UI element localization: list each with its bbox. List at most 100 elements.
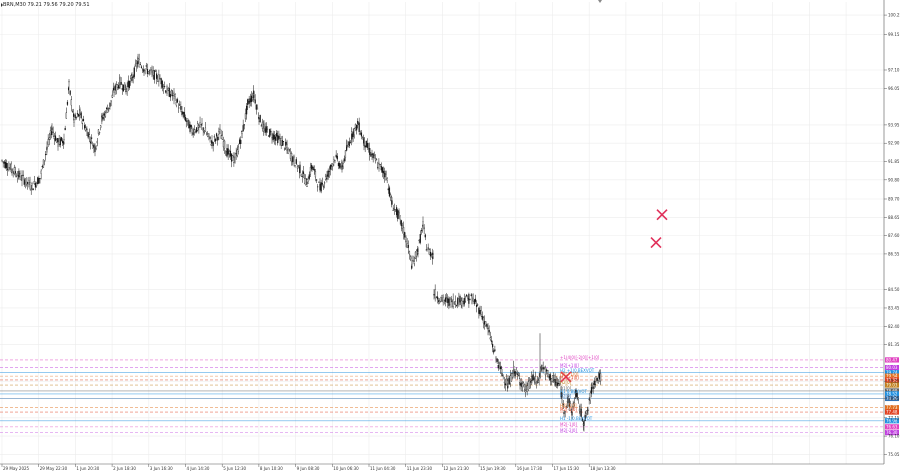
candle (249, 93, 251, 107)
candle (581, 417, 583, 423)
candle (87, 131, 89, 140)
candle (399, 215, 401, 225)
candle (68, 79, 70, 88)
candle (473, 299, 475, 306)
symbol-menu-icon[interactable] (1, 3, 3, 7)
candle (335, 150, 337, 159)
candle (182, 111, 184, 119)
candle (388, 185, 391, 198)
time-tick-label: 11 Jun 23:30 (407, 466, 433, 471)
candle (82, 115, 85, 122)
candle (187, 118, 189, 126)
candle (172, 90, 174, 101)
candle (375, 158, 378, 161)
chart-shift-icon[interactable] (598, 0, 602, 3)
candle (357, 122, 359, 126)
candle (238, 137, 241, 145)
candle (108, 107, 110, 112)
level-label: M2[+1|0] (560, 363, 579, 368)
candle (572, 400, 574, 411)
candle (232, 155, 234, 161)
candle (554, 373, 556, 388)
candle (305, 174, 307, 186)
candle (434, 284, 436, 302)
candle (292, 155, 294, 166)
candle (411, 255, 413, 267)
candle (53, 133, 55, 145)
candle (516, 370, 519, 380)
candle (71, 109, 74, 113)
candle (81, 118, 83, 130)
candle (442, 294, 444, 306)
candle (495, 356, 497, 363)
level-price-tag-text: 79.32 (886, 377, 898, 382)
candle (558, 379, 560, 387)
candle (220, 129, 222, 139)
candle (457, 297, 459, 309)
candle (255, 103, 257, 115)
candle (353, 127, 355, 139)
candle (306, 181, 308, 187)
candle (250, 91, 253, 107)
price-tick-label: 77.15 (888, 415, 900, 420)
candle (364, 145, 366, 153)
level-price-tag (885, 405, 899, 411)
candle (166, 84, 168, 96)
time-tick-label: 1 Jun 20:30 (76, 466, 99, 471)
level-price-tag (885, 418, 899, 424)
candle (564, 410, 566, 418)
candle (9, 163, 11, 171)
candle (593, 377, 595, 389)
candle (475, 300, 478, 313)
level-label: M2[-1|0] (560, 422, 577, 427)
candle (373, 151, 375, 159)
candle (394, 209, 397, 213)
candle (73, 118, 75, 128)
candle (38, 175, 40, 184)
time-tick-label: 3 Jun 16:30 (150, 466, 173, 471)
candle (56, 137, 58, 143)
candle (110, 100, 112, 107)
candle (405, 235, 407, 248)
candle (407, 240, 409, 254)
candle (119, 76, 121, 90)
candle (479, 305, 481, 317)
candle (277, 130, 279, 146)
level-price-tag-text: 78.69 (886, 388, 898, 393)
candle (7, 163, 9, 176)
candle (91, 134, 93, 145)
candle (193, 125, 195, 136)
candle (428, 248, 430, 255)
candle (596, 378, 598, 384)
candle (14, 166, 17, 178)
candle (162, 83, 165, 94)
candle (343, 155, 345, 163)
candle (159, 74, 161, 80)
candle (2, 161, 4, 168)
candle (263, 120, 265, 129)
candle (168, 83, 170, 98)
level-price-tag (885, 382, 899, 388)
candle (534, 371, 537, 385)
candle (323, 181, 326, 189)
price-tick-label: 87.60 (888, 233, 900, 238)
candle (424, 233, 426, 241)
candle (163, 81, 166, 89)
candle (282, 140, 285, 146)
candle (30, 185, 32, 195)
level-label: H2[-1|0] (560, 403, 577, 408)
candle (205, 131, 208, 136)
candle (504, 378, 507, 391)
candle (369, 142, 371, 161)
candle (547, 370, 549, 377)
candle (39, 178, 41, 184)
candle (60, 136, 63, 142)
candle (400, 219, 402, 232)
candle (180, 101, 182, 113)
candle (338, 160, 341, 170)
candle (483, 315, 486, 330)
level-price-tag (885, 377, 899, 383)
candle (501, 372, 503, 377)
